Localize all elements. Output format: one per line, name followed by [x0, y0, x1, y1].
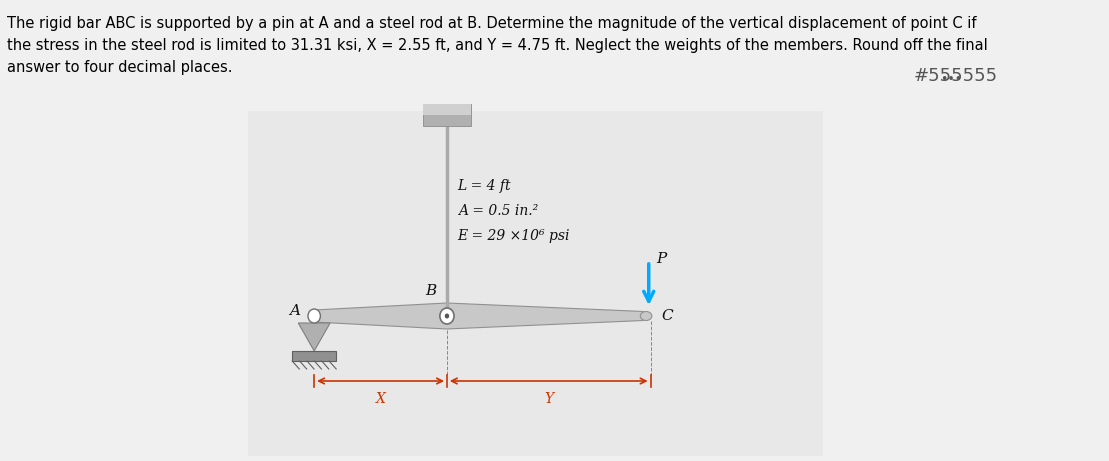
Text: •••: •••: [940, 72, 963, 85]
Bar: [423, 104, 471, 115]
Ellipse shape: [640, 312, 652, 320]
Text: L = 4 ft: L = 4 ft: [458, 179, 511, 193]
Bar: [423, 104, 471, 126]
Text: B: B: [426, 284, 437, 298]
Text: P: P: [657, 252, 667, 266]
Text: Y: Y: [545, 392, 553, 406]
Circle shape: [440, 308, 454, 324]
Polygon shape: [298, 323, 330, 351]
Text: X: X: [376, 392, 386, 406]
Circle shape: [308, 309, 321, 323]
Text: E = 29 ×10⁶ psi: E = 29 ×10⁶ psi: [458, 229, 570, 243]
Circle shape: [445, 313, 449, 319]
Text: The rigid bar ABC is supported by a pin at A and a steel rod at B. Determine the: The rigid bar ABC is supported by a pin …: [7, 16, 988, 76]
Polygon shape: [314, 303, 643, 329]
Text: A = 0.5 in.²: A = 0.5 in.²: [458, 204, 538, 218]
Text: #555555: #555555: [914, 67, 998, 85]
Bar: [292, 351, 336, 361]
Text: C: C: [661, 309, 673, 323]
Text: A: A: [289, 304, 301, 318]
Bar: [247, 111, 823, 456]
